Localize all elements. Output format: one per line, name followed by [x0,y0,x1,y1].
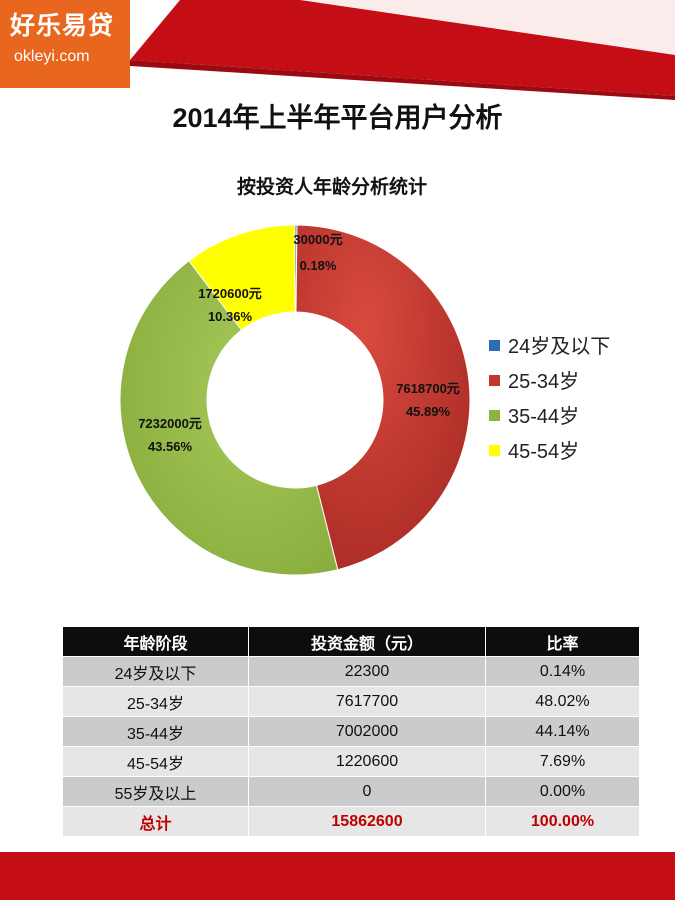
table-row: 35-44岁 7002000 44.14% [62,716,640,747]
total-amount: 15862600 [248,806,486,837]
header-white-wedge [300,0,675,55]
cell-age: 55岁及以上 [62,776,249,807]
header-amount: 投资金额（元） [248,626,486,657]
logo: 好乐易贷 okleyi.com [0,0,130,88]
legend-swatch [489,445,500,456]
footer-band [0,852,675,900]
cell-amount: 1220600 [248,746,486,777]
donut-slices [119,224,471,576]
cell-ratio: 7.69% [485,746,640,777]
cell-ratio: 0.00% [485,776,640,807]
table-row: 45-54岁 1220600 7.69% [62,746,640,777]
cell-amount: 22300 [248,656,486,687]
cell-age: 25-34岁 [62,686,249,717]
slice-percent-label: 10.36% [208,309,253,324]
table-row: 24岁及以下 22300 0.14% [62,656,640,687]
cell-amount: 0 [248,776,486,807]
table-row: 25-34岁 7617700 48.02% [62,686,640,717]
table-row: 55岁及以上 0 0.00% [62,776,640,807]
slice-percent-label: 45.89% [406,404,451,419]
donut-slice-25-34岁 [295,224,471,571]
total-label: 总计 [62,806,249,837]
legend-label: 35-44岁 [508,405,579,428]
slice-value-label: 1720600元 [198,286,262,301]
table-header-row: 年龄阶段 投资金额（元） 比率 [62,626,640,657]
donut-slice-35-44岁 [119,260,339,576]
header-ratio: 比率 [485,626,640,657]
cell-amount: 7002000 [248,716,486,747]
total-ratio: 100.00% [485,806,640,837]
table-total-row: 总计 15862600 100.00% [62,806,640,837]
logo-domain: okleyi.com [14,48,90,65]
cell-ratio: 0.14% [485,656,640,687]
cell-amount: 7617700 [248,686,486,717]
slice-value-label: 7618700元 [396,381,460,396]
cell-age: 45-54岁 [62,746,249,777]
data-table: 年龄阶段 投资金额（元） 比率 24岁及以下 22300 0.14% 25-34… [62,626,640,837]
logo-text: 好乐易贷 [10,12,115,40]
header-band [130,0,675,100]
top-percent-label: 0.18% [300,258,337,273]
legend: 24岁及以下 25-34岁 35-44岁 45-54岁 [489,335,610,463]
legend-label: 24岁及以下 [508,335,610,358]
cell-ratio: 48.02% [485,686,640,717]
legend-swatch [489,340,500,351]
header-age: 年龄阶段 [62,626,249,657]
cell-age: 24岁及以下 [62,656,249,687]
cell-ratio: 44.14% [485,716,640,747]
legend-label: 25-34岁 [508,370,579,393]
slice-value-label: 7232000元 [138,416,202,431]
legend-swatch [489,410,500,421]
chart-title: 按投资人年龄分析统计 [237,175,427,198]
legend-label: 45-54岁 [508,440,579,463]
donut-chart: 按投资人年龄分析统计 7618700元 45.89% 7232000元 43.56% 1… [119,175,610,576]
donut-slice-45-54岁 [188,224,296,331]
slice-labels: 7618700元 45.89% 7232000元 43.56% 1720600元 10.3… [138,232,460,454]
header-dark-stripe [130,60,675,100]
legend-swatch [489,375,500,386]
page-title: 2014年上半年平台用户分析 [172,103,503,133]
slice-percent-label: 43.56% [148,439,193,454]
cell-age: 35-44岁 [62,716,249,747]
top-value-label: 30000元 [293,232,342,247]
